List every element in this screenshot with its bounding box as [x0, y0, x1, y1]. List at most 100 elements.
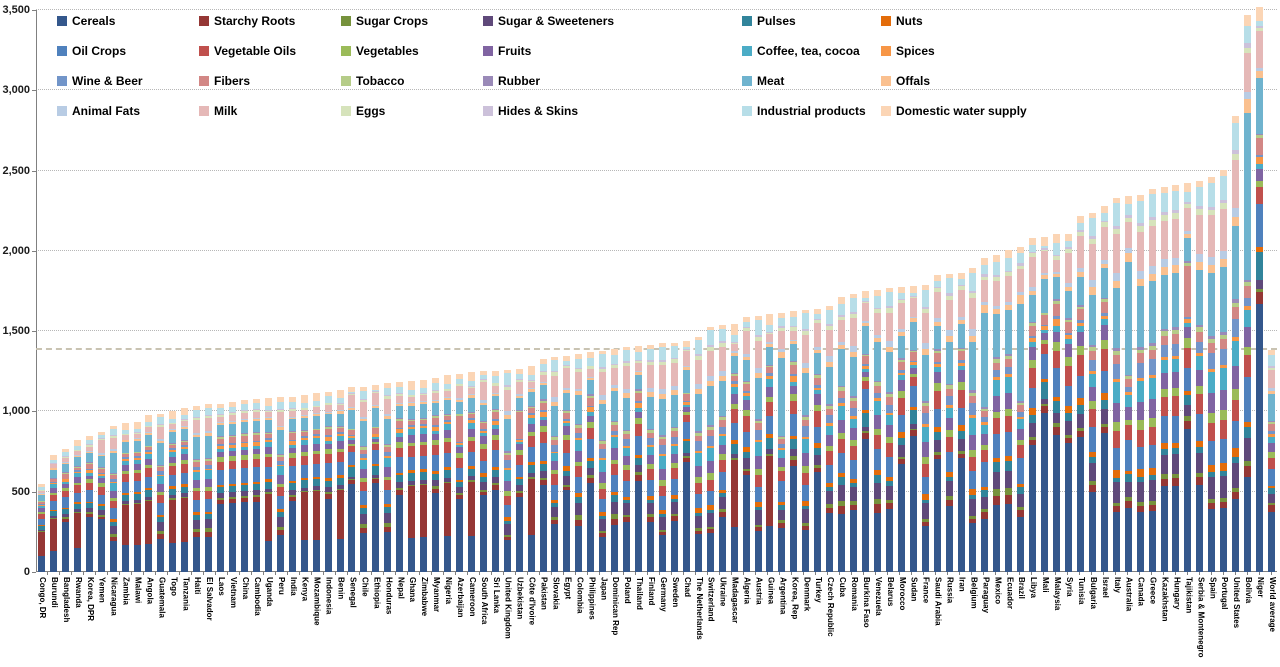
segment-fibers	[121, 454, 129, 458]
segment-nuts	[169, 486, 177, 489]
segment-tobacco	[1136, 349, 1144, 354]
bar-mexico	[993, 254, 1001, 572]
segment-hides-skins	[694, 354, 702, 357]
segment-hides-skins	[1064, 247, 1072, 249]
segment-eggs	[1244, 47, 1252, 54]
segment-milk	[1244, 53, 1252, 93]
segment-tobacco	[1208, 338, 1216, 343]
segment-wine-beer	[467, 417, 475, 421]
bar-chile	[360, 386, 368, 572]
segment-pulses	[670, 498, 678, 503]
segment-hides-skins	[718, 341, 726, 344]
segment-sugar-crops	[694, 528, 702, 531]
segment-domestic-water-supply	[957, 273, 965, 280]
segment-rubber	[658, 435, 666, 438]
segment-oil-crops	[324, 463, 332, 479]
segment-starchy-roots	[1041, 406, 1049, 413]
segment-coffee-tea-cocoa	[336, 436, 344, 442]
segment-vegetable-oils	[455, 457, 463, 468]
segment-meat	[145, 434, 153, 446]
segment-coffee-tea-cocoa	[551, 453, 559, 461]
segment-fruits	[766, 386, 774, 397]
segment-milk	[599, 372, 607, 396]
segment-domestic-water-supply	[993, 254, 1001, 263]
segment-hides-skins	[647, 359, 655, 362]
segment-meat	[647, 396, 655, 429]
segment-fibers	[467, 413, 475, 418]
segment-cereals	[861, 438, 869, 572]
x-label: Nigeria	[444, 577, 454, 605]
segment-meat	[1053, 276, 1061, 299]
segment-sugar-crops	[396, 487, 404, 491]
segment-milk	[1029, 257, 1037, 288]
segment-domestic-water-supply	[217, 403, 225, 408]
segment-milk	[61, 458, 69, 463]
segment-nuts	[1005, 456, 1013, 461]
segment-coffee-tea-cocoa	[241, 446, 248, 450]
segment-animal-fats	[838, 341, 846, 345]
segment-tobacco	[38, 501, 45, 502]
bar-syria	[1064, 233, 1072, 572]
segment-vegetable-oils	[1172, 396, 1180, 416]
segment-spices	[85, 470, 93, 474]
segment-animal-fats	[229, 421, 237, 422]
segment-sugar-crops	[181, 496, 189, 498]
segment-eggs	[1005, 272, 1013, 277]
segment-offals	[491, 393, 499, 396]
segment-wine-beer	[133, 456, 141, 458]
segment-wine-beer	[575, 433, 583, 438]
segment-oil-crops	[312, 464, 320, 477]
segment-vegetables	[384, 476, 392, 481]
segment-offals	[479, 402, 487, 405]
segment-starchy-roots	[372, 479, 380, 483]
segment-rubber	[229, 434, 237, 436]
segment-nuts	[503, 517, 511, 522]
segment-oil-crops	[527, 447, 535, 462]
segment-tobacco	[396, 419, 404, 422]
segment-meat	[1124, 262, 1132, 375]
segment-fruits	[467, 428, 475, 437]
segment-wine-beer	[229, 443, 237, 445]
bar-poland	[623, 346, 631, 572]
segment-domestic-water-supply	[730, 324, 738, 336]
segment-fruits	[229, 451, 237, 457]
segment-vegetable-oils	[205, 490, 213, 499]
segment-wine-beer	[1196, 341, 1204, 354]
segment-vegetables	[623, 464, 631, 470]
segment-sugar-sweeteners	[647, 503, 655, 515]
segment-eggs	[1232, 153, 1240, 161]
segment-industrial-products	[491, 375, 499, 383]
segment-wine-beer	[205, 465, 213, 469]
segment-oil-crops	[38, 518, 45, 525]
segment-pulses	[384, 506, 392, 513]
bar-russia	[945, 273, 953, 572]
segment-sugar-crops	[1160, 474, 1168, 479]
segment-meat	[1076, 276, 1084, 306]
segment-meat	[38, 494, 45, 502]
segment-sugar-sweeteners	[1256, 280, 1264, 289]
segment-vegetables	[539, 426, 547, 433]
segment-sugar-crops	[217, 497, 225, 500]
segment-vegetables	[563, 434, 571, 441]
segment-wine-beer	[38, 503, 45, 505]
segment-starchy-roots	[790, 459, 798, 467]
segment-nuts	[479, 473, 487, 478]
segment-rubber	[312, 428, 320, 430]
x-label: Angola	[145, 577, 155, 605]
segment-nuts	[945, 472, 953, 477]
segment-domestic-water-supply	[897, 287, 905, 293]
segment-meat	[599, 404, 607, 440]
bar-japan	[599, 350, 607, 572]
segment-fibers	[1184, 266, 1192, 317]
segment-oil-crops	[694, 493, 702, 509]
segment-fibers	[539, 402, 547, 411]
segment-starchy-roots	[1017, 510, 1025, 517]
segment-domestic-water-supply	[109, 425, 117, 430]
segment-milk	[181, 420, 189, 426]
segment-industrial-products	[324, 396, 332, 403]
segment-spices	[157, 474, 165, 477]
segment-oil-crops	[121, 482, 129, 493]
segment-offals	[778, 351, 786, 359]
segment-spices	[1256, 156, 1264, 164]
segment-oil-crops	[1076, 376, 1084, 398]
